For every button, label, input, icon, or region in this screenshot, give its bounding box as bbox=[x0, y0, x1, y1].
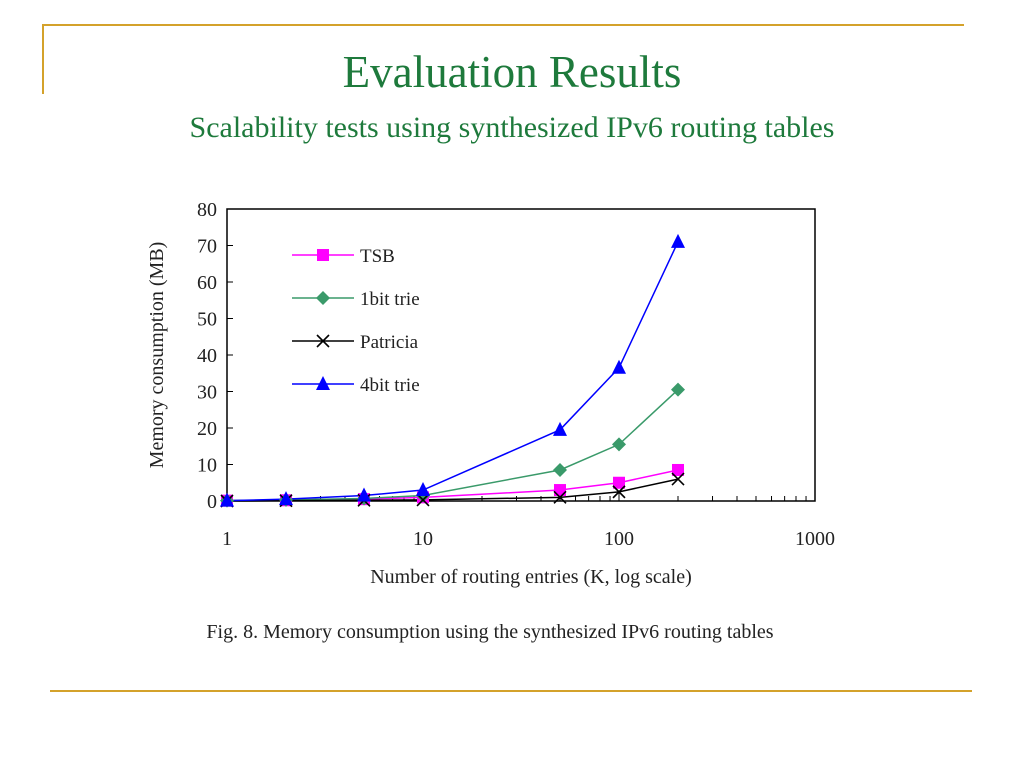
legend-swatch-marker bbox=[316, 334, 330, 348]
x-axis-label: Number of routing entries (K, log scale) bbox=[370, 566, 692, 588]
y-tick-label: 30 bbox=[197, 382, 217, 404]
legend-swatch-marker bbox=[316, 291, 330, 305]
frame-top-rule bbox=[42, 24, 964, 26]
x-marker-stroke bbox=[612, 485, 626, 499]
y-tick-label: 70 bbox=[197, 236, 217, 258]
y-tick-label: 60 bbox=[197, 272, 217, 294]
point-4bit-trie bbox=[356, 487, 371, 502]
x-marker-stroke bbox=[316, 334, 330, 348]
point-1bit-trie bbox=[552, 462, 567, 477]
y-tick-label: 40 bbox=[197, 345, 217, 367]
point-patricia bbox=[612, 485, 626, 499]
chart-series-lines bbox=[226, 241, 679, 502]
legend-item-1bit-trie: 1bit trie bbox=[292, 289, 420, 310]
plot-frame bbox=[226, 208, 816, 502]
frame-bottom-rule bbox=[50, 690, 972, 692]
slide-title: Evaluation Results bbox=[342, 47, 682, 97]
legend-label: TSB bbox=[360, 246, 395, 267]
x-marker-stroke bbox=[553, 490, 567, 504]
series-line-4bit-trie bbox=[226, 241, 679, 502]
slide-subtitle: Scalability tests using synthesized IPv6… bbox=[189, 111, 835, 144]
legend-label: Patricia bbox=[360, 332, 419, 353]
legend-swatch-marker bbox=[317, 249, 329, 261]
x-tick-label: 10 bbox=[413, 528, 433, 550]
y-tick-label: 10 bbox=[197, 455, 217, 477]
chart-legend: TSB 1bit trie Patricia 4bit trie bbox=[292, 246, 420, 396]
x-tick-label: 1 bbox=[222, 528, 232, 550]
point-4bit-trie bbox=[612, 359, 626, 374]
figure-caption: Fig. 8. Memory consumption using the syn… bbox=[206, 621, 774, 643]
chart-markers bbox=[220, 233, 686, 508]
legend-swatch-marker bbox=[316, 376, 330, 390]
x-marker-stroke bbox=[671, 472, 685, 486]
y-axis-label: Memory consumption (MB) bbox=[146, 242, 168, 469]
point-4bit-trie bbox=[279, 491, 294, 506]
point-patricia bbox=[671, 472, 685, 486]
point-patricia bbox=[553, 490, 567, 504]
legend-item-tsb: TSB bbox=[292, 246, 395, 267]
point-4bit-trie bbox=[220, 492, 234, 507]
chart-axes: 0 10 20 30 40 50 60 70 80 1 10 100 1000 bbox=[197, 199, 835, 550]
point-tsb bbox=[553, 484, 566, 497]
x-tick-label: 1000 bbox=[795, 528, 835, 550]
point-tsb bbox=[672, 463, 685, 476]
point-4bit-trie bbox=[671, 233, 686, 248]
y-tick-label: 50 bbox=[197, 309, 217, 331]
frame-left-rule bbox=[42, 24, 44, 94]
y-tick-label: 20 bbox=[197, 418, 217, 440]
legend-item-4bit-trie: 4bit trie bbox=[292, 375, 420, 396]
point-4bit-trie bbox=[416, 482, 430, 497]
point-4bit-trie bbox=[552, 421, 567, 436]
y-tick-label: 0 bbox=[207, 491, 217, 513]
x-tick-label: 100 bbox=[604, 528, 634, 550]
point-1bit-trie bbox=[612, 437, 626, 452]
y-tick-label: 80 bbox=[197, 199, 217, 221]
point-tsb bbox=[613, 476, 625, 489]
point-1bit-trie bbox=[671, 382, 686, 397]
legend-item-patricia: Patricia bbox=[292, 332, 419, 353]
legend-label: 1bit trie bbox=[360, 289, 420, 310]
legend-label: 4bit trie bbox=[360, 375, 420, 396]
